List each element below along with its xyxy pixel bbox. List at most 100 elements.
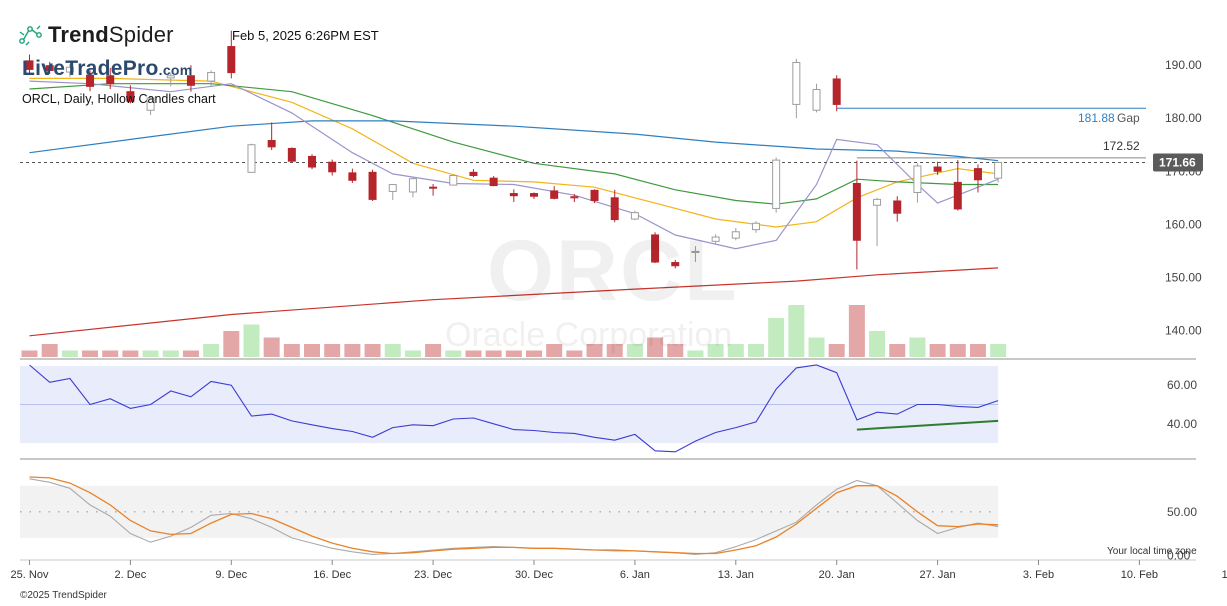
volume-bar	[647, 337, 664, 357]
volume-bar	[808, 337, 825, 357]
candle-body	[610, 197, 619, 221]
volume-bar	[828, 344, 845, 357]
volume-bar	[21, 350, 38, 357]
prior-close-label: 172.52	[1103, 139, 1140, 153]
volume-bar	[263, 337, 280, 357]
timestamp: Feb 5, 2025 6:26PM EST	[232, 28, 379, 43]
volume-bar	[505, 350, 522, 357]
volume-bar	[384, 344, 401, 357]
candle-body	[913, 165, 922, 193]
candle-body	[247, 144, 256, 173]
volume-bar	[203, 344, 220, 357]
volume-bar	[283, 344, 300, 357]
copyright: ©2025 TrendSpider	[20, 590, 107, 601]
price-tick-label: 160.00	[1165, 217, 1202, 231]
rsi-line	[29, 364, 999, 453]
site-watermark-name: LiveTradePro	[22, 57, 159, 80]
volume-bar	[546, 344, 563, 357]
rsi-tick-label: 40.00	[1167, 417, 1197, 431]
volume-bar	[102, 350, 119, 357]
candle-body	[550, 190, 559, 199]
candle-body	[267, 139, 276, 148]
candle-body	[368, 171, 377, 200]
candle-body	[731, 231, 740, 239]
candle-body	[590, 189, 599, 201]
x-tick-label: 10. Feb	[1121, 569, 1158, 581]
volume-bar	[768, 318, 785, 357]
x-tick-label: 30. Dec	[515, 569, 553, 581]
candle-body	[933, 166, 942, 172]
site-watermark-domain: .com	[158, 62, 193, 78]
candle-body	[711, 236, 720, 242]
volume-bar	[122, 350, 139, 357]
volume-bar	[788, 305, 805, 357]
volume-bar	[162, 350, 179, 357]
moving-average-line	[29, 77, 999, 228]
volume-bar	[949, 344, 966, 357]
candle-body	[287, 147, 296, 162]
volume-bar	[41, 344, 58, 357]
candle-body	[227, 46, 236, 74]
volume-bar	[707, 344, 724, 357]
price-tick-label: 150.00	[1165, 270, 1202, 284]
candle-body	[146, 97, 155, 111]
volume-bar	[182, 350, 199, 357]
candle-body	[469, 171, 478, 177]
moving-average-line	[29, 83, 999, 205]
candle-body	[893, 200, 902, 214]
rsi-trend-line	[856, 419, 999, 431]
candle-body	[408, 178, 417, 193]
volume-bar	[364, 344, 381, 357]
volume-bar	[465, 350, 482, 357]
timezone-note: Your local time zone	[1107, 546, 1197, 557]
last-price-label: 171.66	[1159, 155, 1196, 169]
x-tick-label: 17. Feb	[1222, 569, 1227, 581]
x-tick-label: 23. Dec	[414, 569, 452, 581]
volume-bar	[848, 305, 865, 357]
candle-body	[812, 89, 821, 111]
candle-body	[186, 75, 195, 86]
x-tick-label: 13. Jan	[718, 569, 754, 581]
candle-body	[86, 74, 95, 87]
candle-body	[207, 72, 216, 82]
volume-bar	[586, 344, 603, 357]
volume-bar	[747, 344, 764, 357]
rsi-tick-label: 60.00	[1167, 378, 1197, 392]
volume-bar	[626, 344, 643, 357]
volume-bar	[82, 350, 99, 357]
candle-body	[852, 182, 861, 241]
candle-body	[530, 193, 538, 197]
candle-body	[570, 196, 579, 199]
moving-average-line	[29, 120, 999, 162]
candle-body	[45, 65, 54, 71]
candle-body	[792, 61, 801, 105]
volume-bar	[990, 344, 1007, 357]
volume-bar	[344, 344, 361, 357]
volume-bar	[223, 331, 240, 357]
gap-label: Gap	[1117, 111, 1140, 125]
volume-bar	[929, 344, 946, 357]
x-tick-label: 20. Jan	[819, 569, 855, 581]
volume-bar	[324, 344, 341, 357]
chart-description: ORCL, Daily, Hollow Candles chart	[22, 92, 216, 106]
candle-body	[429, 186, 438, 189]
stochastic-band	[20, 485, 999, 538]
price-tick-label: 190.00	[1165, 58, 1202, 72]
x-tick-label: 16. Dec	[313, 569, 351, 581]
candle-body	[166, 75, 175, 79]
candle-body	[973, 168, 982, 181]
volume-bar	[889, 344, 906, 357]
candle-body	[772, 159, 781, 209]
candle-body	[630, 212, 639, 220]
gap-value-label: 181.88	[1078, 111, 1115, 125]
candle-body	[994, 161, 1003, 179]
volume-bar	[304, 344, 321, 357]
ticker-watermark: ORCL	[487, 223, 739, 319]
x-tick-label: 6. Jan	[620, 569, 650, 581]
candle-body	[873, 198, 882, 206]
candle-body	[691, 250, 700, 253]
volume-bar	[869, 331, 886, 357]
candle-body	[348, 172, 357, 181]
candle-body	[328, 161, 337, 173]
candle-body	[671, 262, 680, 267]
